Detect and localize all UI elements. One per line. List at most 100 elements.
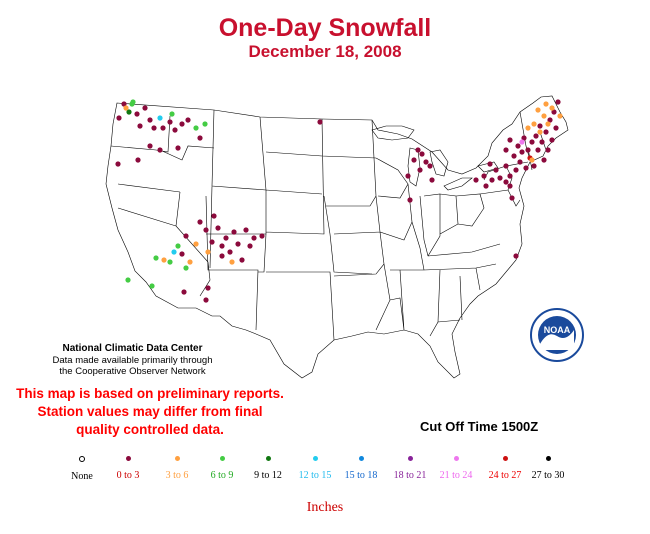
station-point <box>169 111 175 117</box>
station-point <box>157 147 163 153</box>
station-point <box>555 99 561 105</box>
station-points <box>115 99 563 303</box>
station-point <box>197 219 203 225</box>
station-point <box>179 121 185 127</box>
station-point <box>515 143 521 149</box>
station-point <box>551 109 557 115</box>
credit-line-1: National Climatic Data Center <box>62 343 203 354</box>
legend-item: 9 to 12 <box>238 456 298 481</box>
legend-swatch <box>174 456 180 461</box>
station-point <box>427 163 433 169</box>
station-point <box>160 125 166 131</box>
cutoff-time: Cut Off Time 1500Z <box>420 419 539 434</box>
station-point <box>137 123 143 129</box>
station-point <box>171 249 177 255</box>
legend: None 0 to 3 3 to 6 6 to 9 9 to 12 12 to 15 15 … <box>0 456 650 496</box>
station-point <box>531 121 537 127</box>
lake-huron <box>429 149 449 177</box>
station-point <box>219 253 225 259</box>
legend-item: 18 to 21 <box>380 456 440 481</box>
legend-item: 15 to 18 <box>331 456 391 481</box>
station-point <box>553 125 559 131</box>
station-point <box>549 105 555 111</box>
station-point <box>507 173 513 179</box>
legend-item: 27 to 30 <box>518 456 578 481</box>
legend-label: 6 to 9 <box>210 470 234 481</box>
station-point <box>519 149 525 155</box>
legend-swatch <box>125 456 131 461</box>
disclaimer-line-3: quality controlled data. <box>76 422 224 437</box>
legend-swatch <box>265 456 271 461</box>
station-point <box>193 125 199 131</box>
station-point <box>203 227 209 233</box>
station-point <box>147 143 153 149</box>
legend-units: Inches <box>306 500 344 515</box>
disclaimer-line-2: Station values may differ from final <box>37 404 263 419</box>
station-point <box>503 179 509 185</box>
station-point <box>503 147 509 153</box>
station-point <box>197 135 203 141</box>
station-point <box>541 157 547 163</box>
station-point <box>134 111 140 117</box>
legend-swatch <box>358 456 364 461</box>
credit-line-3: the Cooperative Observer Network <box>59 366 206 377</box>
legend-label: 0 to 3 <box>116 470 140 481</box>
station-point <box>513 253 519 259</box>
station-point <box>203 297 209 303</box>
legend-label: 15 to 18 <box>344 470 378 481</box>
station-point <box>209 239 215 245</box>
station-point <box>142 105 148 111</box>
legend-label: 9 to 12 <box>254 470 282 481</box>
station-point <box>539 139 545 145</box>
us-outline <box>105 95 569 379</box>
legend-label: 24 to 27 <box>488 470 522 481</box>
station-point <box>473 177 479 183</box>
station-point <box>423 159 429 165</box>
station-point <box>179 251 185 257</box>
station-point <box>429 177 435 183</box>
station-point <box>121 101 127 107</box>
station-point <box>229 259 235 265</box>
station-point <box>533 133 539 139</box>
station-point <box>557 113 563 119</box>
station-point <box>172 127 178 133</box>
credit-line-2: Data made available primarily through <box>52 355 213 366</box>
station-point <box>481 173 487 179</box>
legend-item: 21 to 24 <box>426 456 486 481</box>
station-point <box>149 283 155 289</box>
station-point <box>175 243 181 249</box>
disclaimer-line-1: This map is based on preliminary reports… <box>16 386 284 401</box>
station-point <box>205 285 211 291</box>
station-point <box>537 129 543 135</box>
station-point <box>135 157 141 163</box>
station-point <box>193 241 199 247</box>
station-point <box>535 107 541 113</box>
station-point <box>116 115 122 121</box>
map-title: One-Day Snowfall <box>218 14 432 42</box>
station-point <box>535 147 541 153</box>
station-point <box>115 161 121 167</box>
station-point <box>243 227 249 233</box>
station-point <box>167 259 173 265</box>
legend-label: None <box>71 471 93 482</box>
station-point <box>509 195 515 201</box>
station-point <box>541 113 547 119</box>
station-point <box>415 147 421 153</box>
map-date: December 18, 2008 <box>248 42 402 61</box>
station-point <box>525 147 531 153</box>
station-point <box>543 129 549 135</box>
legend-swatch <box>219 456 225 461</box>
station-point <box>537 123 543 129</box>
station-point <box>317 119 323 125</box>
legend-swatch <box>502 456 508 461</box>
station-point <box>239 257 245 263</box>
station-point <box>503 163 509 169</box>
station-point <box>529 157 535 163</box>
station-point <box>235 241 241 247</box>
station-point <box>497 175 503 181</box>
station-point <box>483 183 489 189</box>
station-point <box>493 167 499 173</box>
station-point <box>183 233 189 239</box>
legend-swatch <box>79 456 85 462</box>
